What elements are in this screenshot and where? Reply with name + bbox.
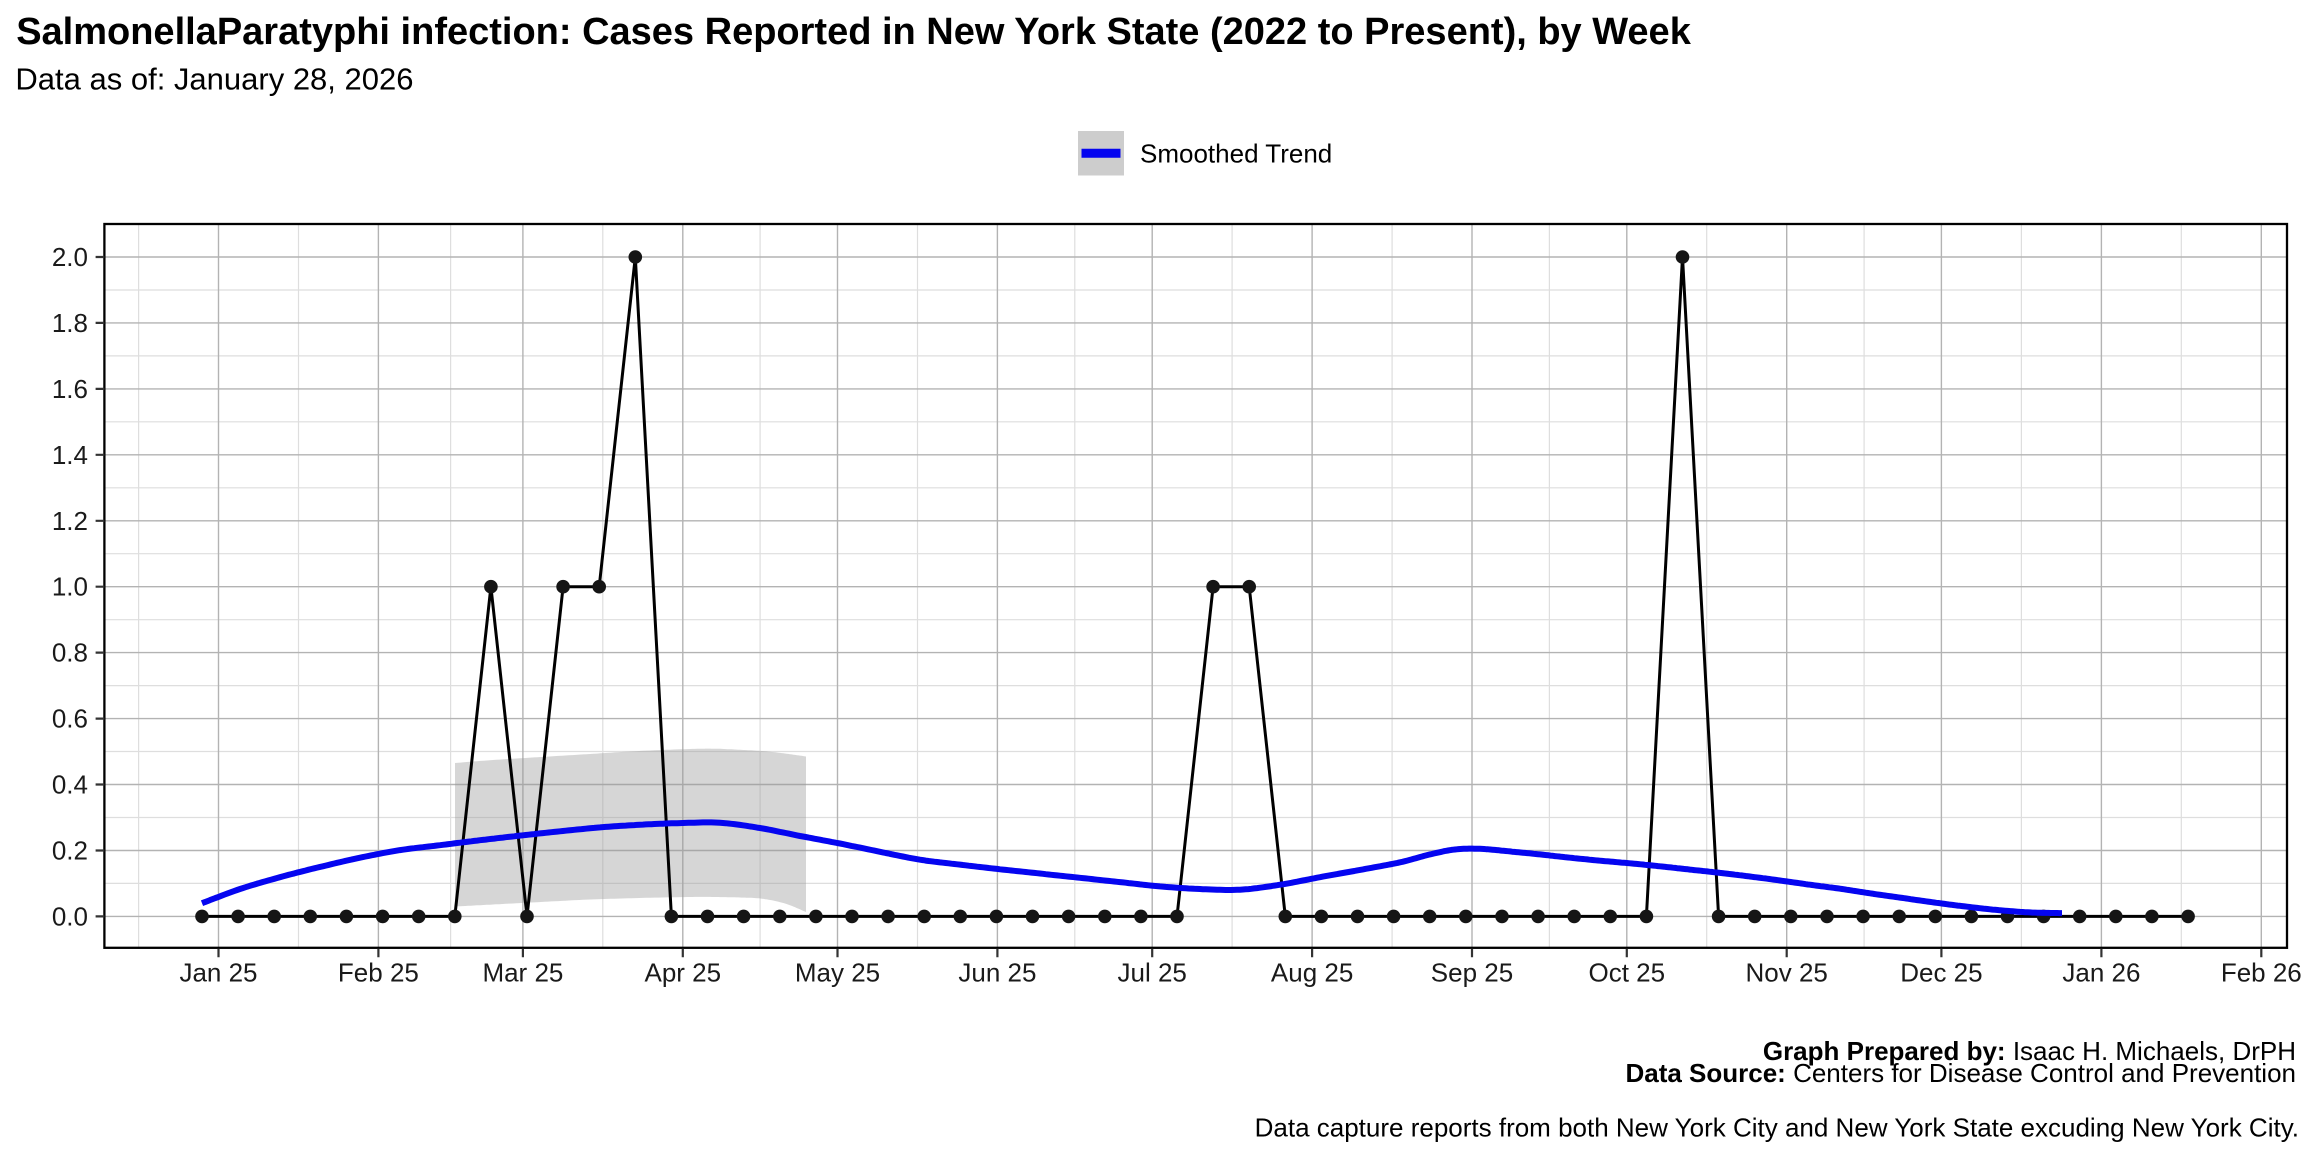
svg-text:Data as of: January 28, 2026: Data as of: January 28, 2026 — [15, 61, 413, 96]
svg-text:Sep 25: Sep 25 — [1431, 958, 1513, 988]
svg-text:Nov 25: Nov 25 — [1746, 958, 1828, 988]
svg-text:May 25: May 25 — [795, 958, 880, 988]
svg-text:Graph Prepared by: Isaac H. Mi: Graph Prepared by: Isaac H. Michaels, Dr… — [1763, 1036, 2296, 1066]
svg-text:Data capture reports from both: Data capture reports from both New York … — [1255, 1113, 2299, 1143]
svg-text:Jan 25: Jan 25 — [179, 958, 257, 988]
svg-text:Apr 25: Apr 25 — [644, 958, 721, 988]
svg-text:Aug 25: Aug 25 — [1271, 958, 1353, 988]
svg-text:Mar 25: Mar 25 — [482, 958, 563, 988]
svg-text:Smoothed Trend: Smoothed Trend — [1140, 139, 1332, 169]
svg-text:SalmonellaParatyphi infection:: SalmonellaParatyphi infection: Cases Rep… — [16, 11, 1692, 53]
svg-text:1.4: 1.4 — [52, 440, 88, 470]
svg-text:0.6: 0.6 — [52, 704, 88, 734]
svg-text:1.8: 1.8 — [52, 308, 88, 338]
svg-text:1.0: 1.0 — [52, 572, 88, 602]
svg-text:1.6: 1.6 — [52, 374, 88, 404]
svg-text:2.0: 2.0 — [52, 242, 88, 272]
svg-text:Oct 25: Oct 25 — [1589, 958, 1666, 988]
svg-text:Jul 25: Jul 25 — [1118, 958, 1187, 988]
svg-text:Dec 25: Dec 25 — [1900, 958, 1982, 988]
svg-text:Jan 26: Jan 26 — [2062, 958, 2140, 988]
svg-text:1.2: 1.2 — [52, 506, 88, 536]
svg-text:Jun 25: Jun 25 — [958, 958, 1036, 988]
svg-text:0.2: 0.2 — [52, 836, 88, 866]
svg-text:Feb 25: Feb 25 — [338, 958, 419, 988]
svg-text:0.0: 0.0 — [52, 901, 88, 931]
svg-text:Data Source: Centers for Disea: Data Source: Centers for Disease Control… — [1625, 1058, 2296, 1088]
svg-text:Feb 26: Feb 26 — [2221, 958, 2302, 988]
svg-text:0.4: 0.4 — [52, 770, 88, 800]
svg-text:0.8: 0.8 — [52, 638, 88, 668]
